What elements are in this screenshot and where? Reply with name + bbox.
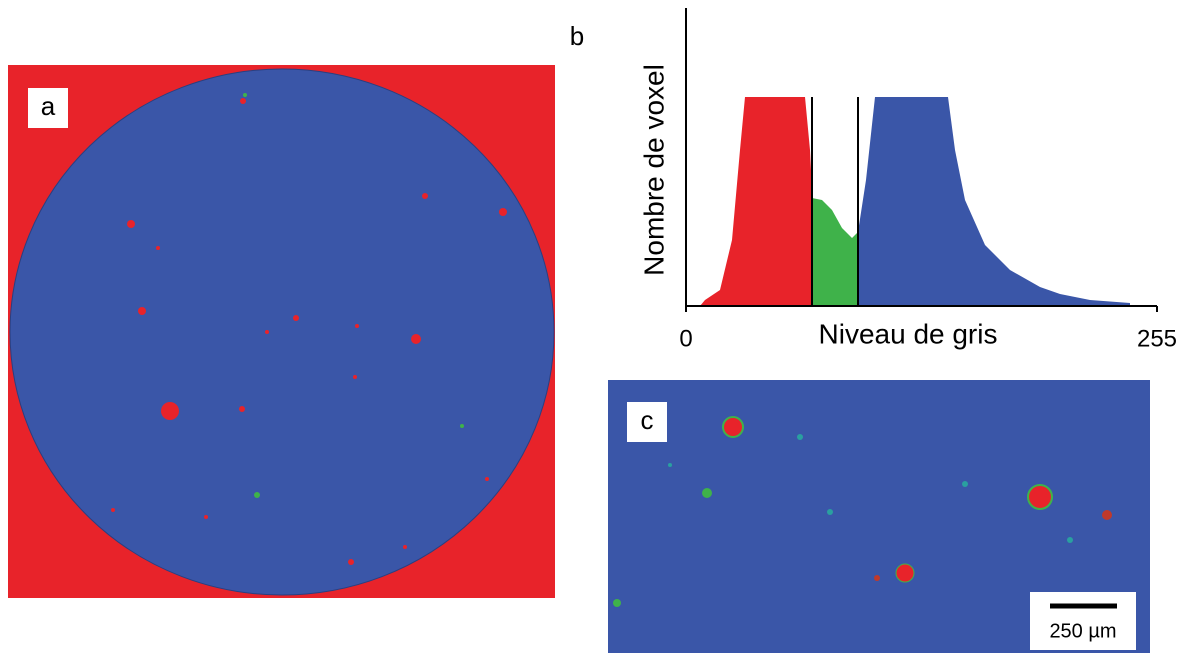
histogram-blue-region xyxy=(858,97,1130,306)
sample-section xyxy=(9,68,555,596)
histogram-green-region xyxy=(812,198,858,306)
x-tick-label: 0 xyxy=(679,325,692,352)
panel-label: b xyxy=(570,21,584,51)
scale-bar-box xyxy=(1030,592,1136,650)
label-box xyxy=(28,88,68,128)
x-tick-label: 255 xyxy=(1137,325,1177,352)
y-axis-label: Nombre de voxel xyxy=(638,64,669,276)
label-box xyxy=(627,402,667,442)
panel-label: c xyxy=(641,405,654,435)
x-axis-label: Niveau de gris xyxy=(819,318,998,349)
inclusions xyxy=(243,93,464,498)
scale-bar-label: 250 µm xyxy=(1049,620,1116,642)
histogram-red-region xyxy=(700,97,812,306)
panel-label: a xyxy=(41,91,56,121)
particles xyxy=(613,416,1112,607)
pores xyxy=(111,98,507,565)
